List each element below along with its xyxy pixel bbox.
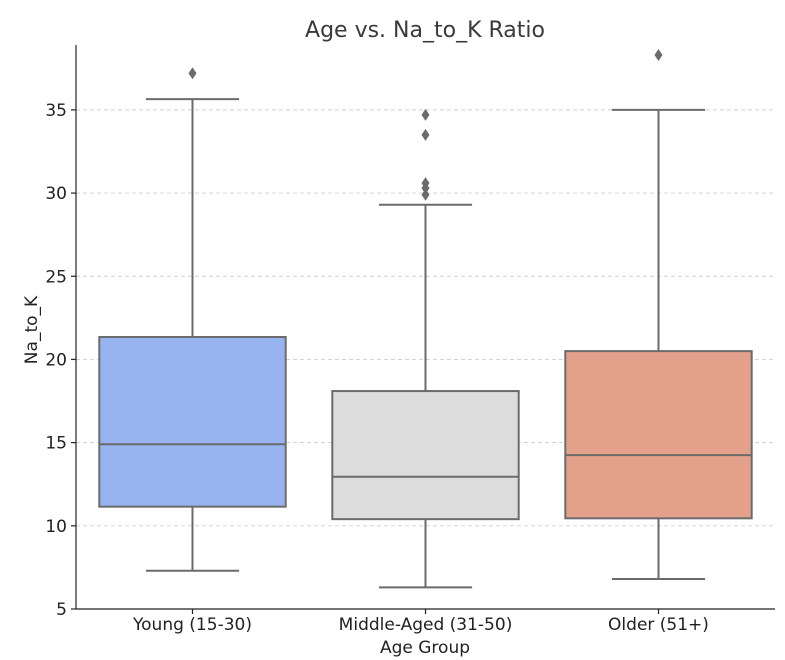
x-tick-label: Older (51+) xyxy=(608,615,709,635)
y-tick-label: 15 xyxy=(45,434,67,454)
y-tick-label: 25 xyxy=(45,267,67,287)
outlier-point xyxy=(421,108,430,121)
box-iqr xyxy=(331,390,520,521)
y-tick-label: 10 xyxy=(45,517,67,537)
box-3 xyxy=(564,48,753,581)
outlier-point xyxy=(421,188,430,201)
outlier-point xyxy=(188,67,197,80)
y-axis-label: Na_to_K xyxy=(22,295,42,364)
box-series xyxy=(98,48,753,589)
y-tick-label: 5 xyxy=(56,600,67,620)
box-iqr xyxy=(564,350,753,520)
box-iqr xyxy=(98,335,287,508)
x-tick-label: Middle-Aged (31-50) xyxy=(339,615,513,635)
box-2 xyxy=(331,108,520,589)
outlier-point xyxy=(421,177,430,190)
x-tick-label: Young (15-30) xyxy=(132,615,252,635)
outlier-point xyxy=(654,48,663,61)
x-ticks: Young (15-30) Middle-Aged (31-50) Older (5… xyxy=(132,609,709,635)
y-tick-label: 35 xyxy=(45,101,67,121)
chart-title: Age vs. Na_to_K Ratio xyxy=(305,18,545,43)
outlier-point xyxy=(421,128,430,141)
y-tick-label: 30 xyxy=(45,184,67,204)
y-tick-label: 20 xyxy=(45,350,67,370)
y-ticks: 5 10 15 20 25 30 35 xyxy=(45,101,76,620)
x-axis-label: Age Group xyxy=(380,638,470,658)
box-1 xyxy=(98,67,287,572)
